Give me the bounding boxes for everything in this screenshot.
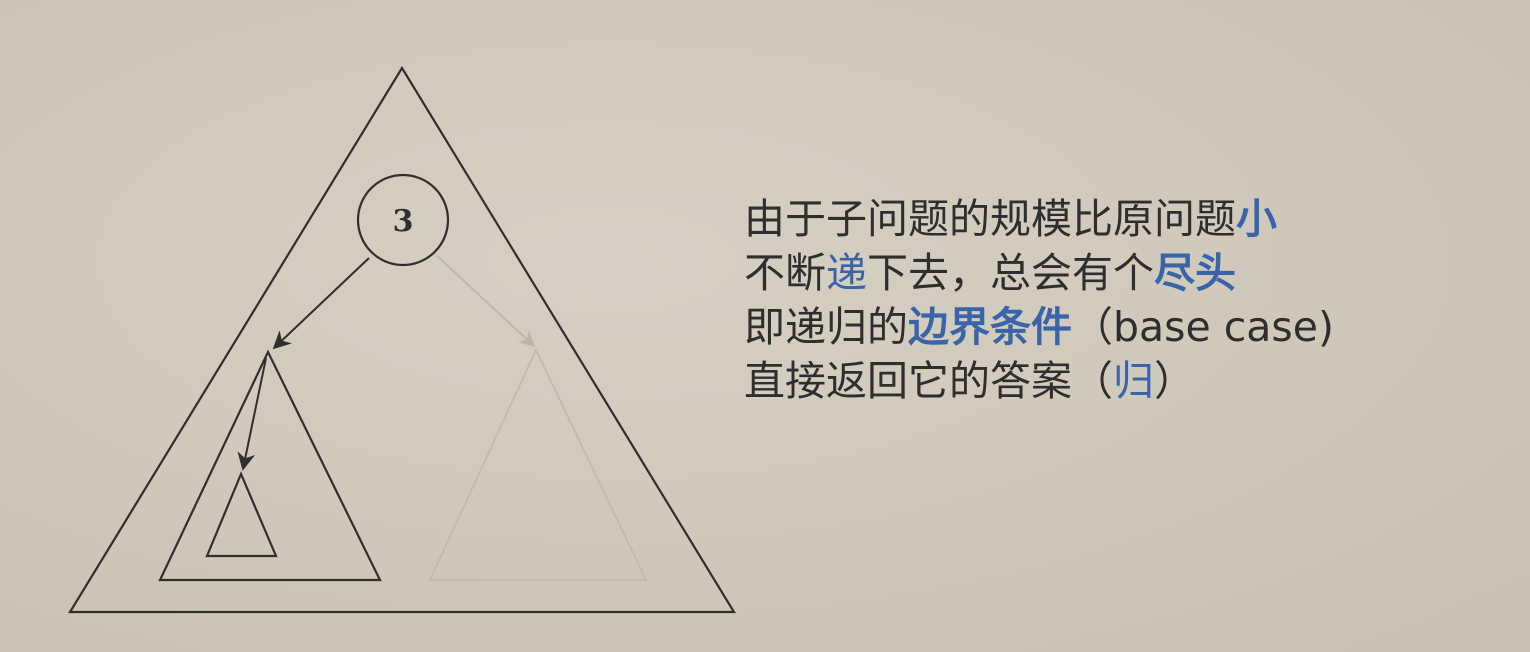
left-subproblem-triangle bbox=[158, 349, 382, 582]
highlight-recurse: 递 bbox=[826, 249, 867, 297]
line3-text-start: 即递归的 bbox=[744, 303, 908, 351]
arrow-to-left-subproblem bbox=[272, 257, 370, 350]
line2-text-middle: 下去，总会有个 bbox=[867, 249, 1154, 297]
base-case-triangle bbox=[205, 471, 278, 558]
right-subproblem-triangle bbox=[428, 347, 648, 581]
line4-text-start: 直接返回它的答案（ bbox=[744, 357, 1113, 405]
highlight-return: 归 bbox=[1113, 357, 1154, 405]
line1-text: 由于子问题的规模比原问题 bbox=[744, 195, 1236, 243]
line3-text-end: （base case) bbox=[1072, 303, 1335, 351]
arrow-to-base-case bbox=[237, 357, 267, 471]
text-line-3: 即递归的边界条件（base case) bbox=[744, 300, 1334, 354]
line4-text-end: ） bbox=[1154, 357, 1195, 405]
highlight-end: 尽头 bbox=[1154, 249, 1236, 297]
line2-text-start: 不断 bbox=[744, 249, 826, 297]
node-circle bbox=[356, 173, 450, 267]
text-line-2: 不断递下去，总会有个尽头 bbox=[744, 246, 1334, 300]
text-line-4: 直接返回它的答案（归） bbox=[744, 354, 1334, 408]
text-line-1: 由于子问题的规模比原问题小 bbox=[744, 192, 1334, 246]
arrow-to-right-subproblem bbox=[436, 255, 536, 348]
node-label: 3 bbox=[393, 204, 414, 239]
outer-triangle bbox=[68, 65, 736, 614]
highlight-boundary-condition: 边界条件 bbox=[908, 303, 1072, 351]
highlight-small: 小 bbox=[1236, 195, 1277, 243]
explanation-text: 由于子问题的规模比原问题小 不断递下去，总会有个尽头 即递归的边界条件（base… bbox=[744, 192, 1334, 408]
